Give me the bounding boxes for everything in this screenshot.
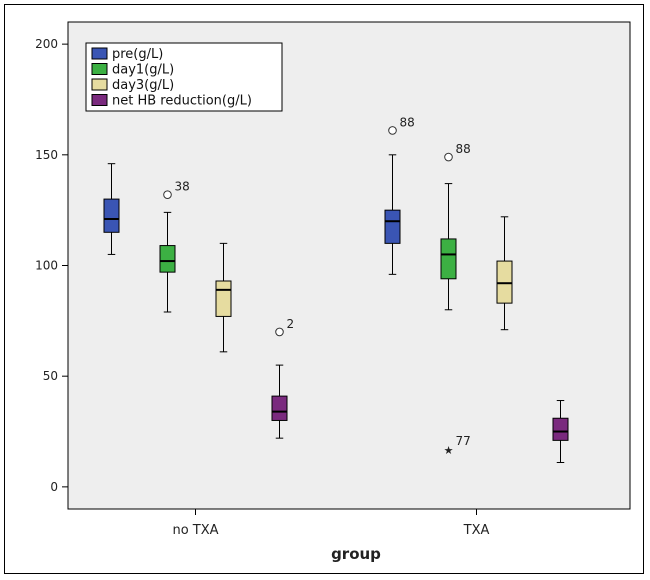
legend-swatch <box>91 63 108 75</box>
iqr-box <box>496 260 513 304</box>
x-axis: no TXA TXA <box>172 509 489 538</box>
box-day3-g-l--txa <box>496 216 513 331</box>
box-day3-g-l--no-txa <box>215 242 232 353</box>
box-day1-g-l--txa: 88 ★77 <box>440 142 471 457</box>
x-tick-label: TXA <box>463 523 490 538</box>
box-net-hb-reduction-g-l--txa <box>552 400 569 464</box>
legend-swatch <box>91 47 108 60</box>
iqr-box <box>552 417 569 441</box>
iqr-box <box>215 280 232 317</box>
extreme-outlier-marker: ★ <box>444 444 454 457</box>
iqr-box <box>271 395 288 421</box>
iqr-box <box>159 245 176 273</box>
legend-entry: net HB reduction(g/L) <box>112 94 252 109</box>
y-tick-label: 150 <box>35 148 58 162</box>
box-net-hb-reduction-g-l--no-txa: 2 <box>271 317 295 439</box>
y-tick-label: 200 <box>35 37 58 51</box>
outlier-label: 88 <box>400 115 415 129</box>
iqr-box <box>103 198 120 233</box>
x-axis-label: group <box>331 545 381 563</box>
y-tick-label: 50 <box>43 369 58 383</box>
legend-swatch <box>91 78 108 91</box>
outlier-marker <box>388 126 397 135</box>
y-tick-label: 100 <box>35 259 58 273</box>
outlier-label: 88 <box>456 142 471 156</box>
legend-entry: pre(g/L) <box>112 47 163 62</box>
x-tick-label: no TXA <box>172 523 218 538</box>
box-pre-g-l--no-txa <box>103 163 120 255</box>
outlier-label: 2 <box>287 317 295 331</box>
legend-box <box>85 42 283 112</box>
outlier-label: 77 <box>456 434 471 448</box>
outlier-marker <box>163 190 172 199</box>
outlier-marker <box>444 152 453 162</box>
iqr-box <box>440 238 457 280</box>
box-day1-g-l--no-txa: 38 <box>159 180 190 313</box>
legend-entry: day3(g/L) <box>112 78 174 93</box>
outlier-marker <box>275 327 284 337</box>
y-tick-label: 0 <box>50 480 58 494</box>
y-axis: 0 50 100 150 200 <box>35 37 68 494</box>
outlier-label: 38 <box>175 180 190 194</box>
boxes: 88 38 88 ★77 2 <box>103 115 569 464</box>
legend-swatch <box>91 94 108 106</box>
legend-entry: day1(g/L) <box>112 63 174 78</box>
iqr-box <box>384 209 401 244</box>
legend: pre(g/L)day1(g/L)day3(g/L)net HB reducti… <box>85 42 283 112</box>
box-pre-g-l--txa: 88 <box>384 115 415 275</box>
